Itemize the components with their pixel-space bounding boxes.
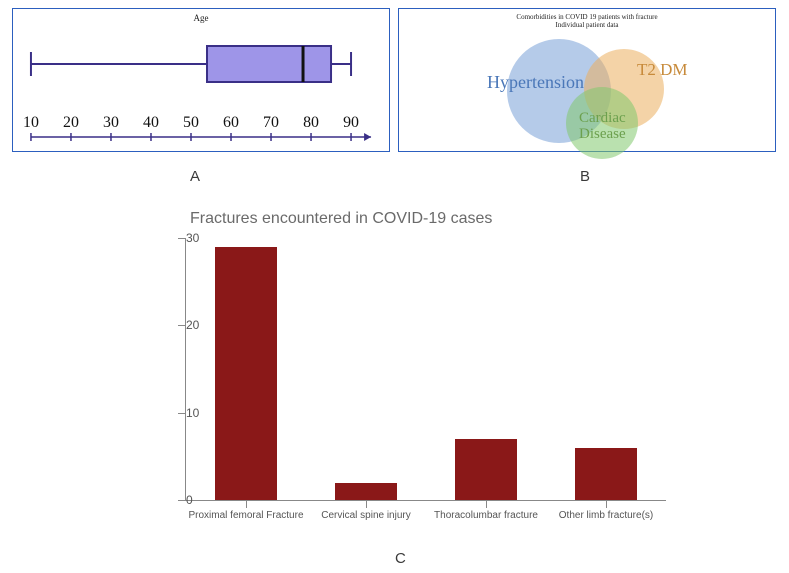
boxplot-axis: 10 20 30 40 50 60 70 80 90 bbox=[23, 109, 379, 149]
x-tick-label: Thoracolumbar fracture bbox=[434, 510, 538, 521]
panel-c: Fractures encountered in COVID-19 cases … bbox=[130, 210, 675, 535]
panel-c-label: C bbox=[395, 550, 406, 567]
bar bbox=[575, 448, 637, 500]
x-tick-label: Cervical spine injury bbox=[321, 510, 410, 521]
panel-a: Age 10 20 30 40 50 60 70 80 90 bbox=[12, 8, 390, 152]
venn-label: CardiacDisease bbox=[579, 111, 626, 143]
venn-label: T2 DM bbox=[637, 61, 688, 79]
boxplot bbox=[23, 29, 379, 99]
y-tick bbox=[178, 500, 186, 501]
x-tick-label: Proximal femoral Fracture bbox=[188, 510, 303, 521]
svg-text:80: 80 bbox=[303, 114, 319, 131]
svg-text:40: 40 bbox=[143, 114, 159, 131]
y-tick bbox=[178, 413, 186, 414]
panel-b: Comorbidities in COVID 19 patients with … bbox=[398, 8, 776, 152]
panel-a-label: A bbox=[190, 168, 200, 185]
venn-diagram: Hypertension T2 DM CardiacDisease bbox=[399, 31, 775, 147]
bar bbox=[335, 483, 397, 500]
svg-text:10: 10 bbox=[23, 114, 39, 131]
x-tick bbox=[606, 500, 607, 508]
x-tick bbox=[366, 500, 367, 508]
x-tick-label: Other limb fracture(s) bbox=[559, 510, 653, 521]
bar bbox=[215, 247, 277, 500]
svg-text:50: 50 bbox=[183, 114, 199, 131]
panel-b-label: B bbox=[580, 168, 590, 185]
svg-text:20: 20 bbox=[63, 114, 79, 131]
venn-label: Hypertension bbox=[487, 73, 584, 92]
x-tick bbox=[246, 500, 247, 508]
svg-text:70: 70 bbox=[263, 114, 279, 131]
y-tick bbox=[178, 325, 186, 326]
panel-b-title-line1: Comorbidities in COVID 19 patients with … bbox=[516, 13, 657, 21]
panel-b-title-line2: Individual patient data bbox=[556, 21, 619, 29]
svg-text:60: 60 bbox=[223, 114, 239, 131]
panel-b-title: Comorbidities in COVID 19 patients with … bbox=[516, 13, 657, 30]
x-tick bbox=[486, 500, 487, 508]
barchart-plot: 0102030Proximal femoral FractureCervical… bbox=[185, 238, 666, 501]
svg-text:30: 30 bbox=[103, 114, 119, 131]
bar bbox=[455, 439, 517, 500]
figure-container: Age 10 20 30 40 50 60 70 80 90 A Comorbidities i… bbox=[0, 0, 789, 573]
barchart-title: Fractures encountered in COVID-19 cases bbox=[190, 210, 492, 228]
svg-text:90: 90 bbox=[343, 114, 359, 131]
panel-a-title: Age bbox=[194, 13, 209, 23]
y-tick bbox=[178, 238, 186, 239]
